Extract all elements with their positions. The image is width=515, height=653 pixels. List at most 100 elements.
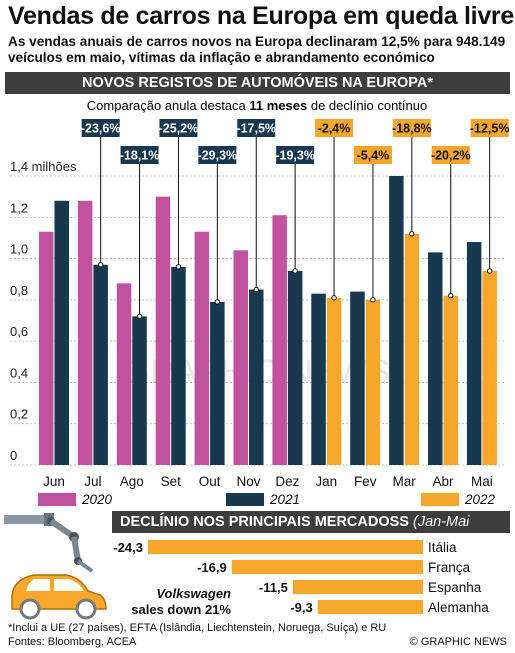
change-label: -5,4% — [357, 149, 390, 163]
footnote-coverage: *Inclui a UE (27 países), EFTA (Islândia… — [8, 622, 387, 634]
change-label-box — [198, 146, 237, 164]
change-label: -29,3% — [198, 149, 238, 163]
y-tick-label: 1,2 — [10, 200, 28, 215]
leader-dot — [175, 264, 182, 270]
vw-sales-value: 21% — [204, 602, 231, 617]
change-label-box — [159, 119, 198, 137]
x-tick-label: Fev — [354, 474, 377, 489]
leader-dot — [331, 295, 337, 301]
x-tick-label: Set — [161, 474, 182, 489]
bar-jan-2022 — [326, 297, 342, 465]
x-tick-label: Nov — [236, 474, 260, 489]
change-label-box — [470, 119, 509, 137]
legend-swatch-2020 — [38, 493, 76, 506]
bar-mar-2021 — [389, 176, 404, 465]
change-label: -19,3% — [275, 149, 315, 163]
x-tick-label: Mar — [392, 474, 416, 489]
change-label: -20,2% — [431, 149, 471, 163]
change-label-box — [315, 119, 354, 137]
change-label: -18,8% — [392, 122, 432, 136]
bar-jan-2021 — [311, 293, 326, 465]
leader-dot — [409, 231, 415, 237]
vw-sales-text: sales down 21% — [126, 602, 231, 618]
x-tick-label: Out — [199, 474, 221, 489]
bar-dez-2020 — [272, 215, 287, 465]
monthly-registrations-chart: Comparação anula destaca 11 meses de dec… — [10, 98, 510, 507]
market-decline-chart: -24,3 Itália -16,9 França -11,5 Espanha -9,3 Al… — [113, 540, 489, 615]
change-label-box — [120, 146, 159, 164]
volkswagen-note: Volkswagen sales down 21% — [126, 586, 231, 618]
change-label: -17,5% — [236, 122, 276, 136]
market-country-label: França — [428, 560, 471, 575]
legend-swatch-2022 — [421, 493, 459, 506]
leader-dot — [370, 297, 376, 303]
y-tick-label: 1,4 milhões — [10, 159, 77, 174]
vw-sales-label: sales down — [131, 602, 202, 617]
market-value-label: -24,3 — [113, 540, 143, 555]
x-tick-label: Mai — [471, 474, 493, 489]
change-label-box — [353, 146, 392, 164]
change-label-box — [392, 119, 431, 137]
legend-swatch-2021 — [226, 493, 264, 506]
footnote-sources: Fontes: Bloomberg, ACEA — [8, 636, 137, 648]
bar-set-2021 — [171, 266, 186, 465]
x-tick-label: Jun — [43, 474, 65, 489]
chart-subtitle: Comparação anula destaca 11 meses de dec… — [87, 98, 427, 113]
vw-brand: Volkswagen — [156, 586, 231, 601]
bar-abr-2021 — [428, 252, 443, 465]
leader-dot — [136, 313, 143, 320]
leader-dot — [448, 293, 454, 299]
change-label: -18,1% — [120, 149, 160, 163]
bar-fev-2022 — [365, 299, 381, 465]
market-value-label: -9,3 — [290, 600, 312, 615]
market-bar-3 — [317, 600, 423, 614]
leader-dot — [214, 299, 221, 305]
bar-abr-2022 — [443, 295, 458, 465]
bar-nov-2021 — [249, 289, 264, 465]
change-label-box — [81, 119, 120, 137]
section-header-markets: DECLÍNIO NOS PRINCIPAIS MERCADOSS (Jan-M… — [112, 511, 510, 552]
change-label-box — [237, 119, 276, 137]
y-tick-label: 1,0 — [10, 242, 28, 257]
credit-label: © GRAPHIC NEWS — [409, 636, 507, 648]
bar-mai-2022 — [482, 270, 497, 465]
y-tick-label: 0,6 — [10, 324, 28, 339]
change-label-box — [276, 146, 315, 164]
x-tick-label: Dez — [275, 474, 299, 489]
market-country-label: Itália — [428, 540, 457, 555]
leader-dot — [253, 286, 259, 293]
legend-label-2021: 2021 — [269, 492, 300, 507]
change-label: -12,5% — [470, 122, 510, 136]
x-tick-label: Jan — [315, 474, 337, 489]
markets-header-period: (Jan-Mai 2022) — [120, 514, 470, 552]
bar-set-2020 — [155, 196, 171, 465]
change-label: -2,4% — [318, 122, 351, 136]
bar-mar-2022 — [404, 233, 420, 465]
bar-jul-2021 — [93, 264, 108, 465]
car-on-crane-illustration — [4, 513, 107, 620]
bar-jun-2020 — [39, 231, 54, 465]
bar-out-2020 — [194, 231, 210, 465]
y-tick-label: 0,2 — [10, 407, 28, 422]
x-tick-label: Ago — [120, 474, 144, 489]
section-header-registrations: NOVOS REGISTOS DE AUTOMÓVEIS NA EUROPA* — [5, 72, 510, 94]
x-tick-label: Jul — [84, 474, 101, 489]
legend-label-2022: 2022 — [464, 492, 496, 507]
bar-out-2021 — [210, 301, 225, 465]
market-bar-2 — [292, 580, 423, 594]
bar-mai-2021 — [466, 242, 482, 465]
bar-ago-2020 — [116, 283, 132, 465]
bar-ago-2021 — [132, 316, 147, 465]
change-label-box — [431, 146, 470, 164]
market-bar-1 — [231, 560, 423, 574]
change-label: -23,6% — [81, 122, 121, 136]
leader-dot — [97, 262, 104, 268]
market-bar-0 — [148, 540, 423, 554]
bar-fev-2021 — [350, 291, 365, 465]
market-country-label: Espanha — [428, 580, 482, 595]
y-tick-label: 0 — [10, 448, 17, 463]
y-tick-label: 0,8 — [10, 283, 28, 298]
market-value-label: -11,5 — [259, 580, 288, 595]
market-country-label: Alemanha — [428, 600, 489, 615]
bar-nov-2020 — [233, 250, 248, 465]
